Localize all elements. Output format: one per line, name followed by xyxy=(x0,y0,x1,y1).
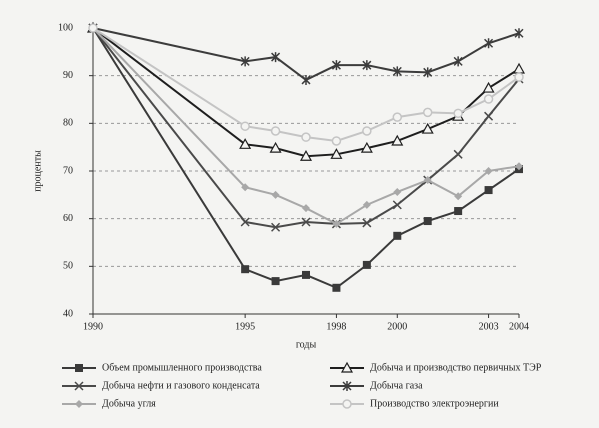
marker xyxy=(483,94,494,104)
marker xyxy=(302,204,310,213)
x-tick-label: 1990 xyxy=(83,321,103,332)
legend-label: Добыча газа xyxy=(370,380,423,391)
x-tick-label: 1998 xyxy=(326,321,346,332)
y-tick-label: 70 xyxy=(63,165,73,176)
series-line xyxy=(92,27,520,82)
legend-label: Добыча и производство первичных ТЭР xyxy=(370,362,542,373)
marker xyxy=(453,149,463,159)
marker xyxy=(301,217,311,227)
marker xyxy=(271,52,281,63)
marker xyxy=(271,190,280,199)
marker xyxy=(515,162,523,171)
marker xyxy=(332,283,341,292)
legend-label: Объем промышленного производства xyxy=(102,362,262,373)
marker xyxy=(271,222,281,232)
legend-label: Добыча нефти и газового конденсата xyxy=(102,380,260,391)
x-tick-label: 2004 xyxy=(509,321,529,332)
marker xyxy=(240,56,250,67)
marker xyxy=(75,400,83,408)
marker xyxy=(241,265,250,274)
x-tick-label: 2003 xyxy=(479,321,499,332)
marker xyxy=(241,183,250,192)
marker xyxy=(271,277,280,286)
marker xyxy=(301,132,311,142)
marker xyxy=(301,74,311,85)
marker xyxy=(453,56,463,67)
marker xyxy=(454,207,463,216)
y-axis-label: проценты xyxy=(32,150,43,192)
marker xyxy=(269,141,282,153)
y-tick-label: 40 xyxy=(63,308,73,319)
marker xyxy=(362,260,371,269)
marker xyxy=(362,200,371,209)
marker xyxy=(484,186,493,195)
marker xyxy=(422,107,433,118)
y-tick-label: 100 xyxy=(58,22,73,33)
y-tick-label: 80 xyxy=(63,118,73,129)
marker xyxy=(362,218,372,228)
marker xyxy=(88,23,98,33)
marker xyxy=(75,364,83,372)
marker xyxy=(514,72,524,82)
marker xyxy=(423,67,433,78)
y-tick-label: 90 xyxy=(63,70,73,81)
y-tick-label: 60 xyxy=(63,213,73,224)
marker xyxy=(74,381,84,391)
marker xyxy=(240,121,250,131)
marker xyxy=(421,122,434,134)
marker xyxy=(484,38,494,49)
marker xyxy=(484,167,493,175)
marker xyxy=(423,217,432,226)
marker xyxy=(362,60,372,71)
marker xyxy=(392,200,402,210)
marker xyxy=(454,192,463,201)
marker xyxy=(360,141,373,153)
marker xyxy=(393,187,402,196)
marker xyxy=(453,108,463,119)
x-tick-label: 2000 xyxy=(387,321,407,332)
marker xyxy=(302,270,310,279)
marker xyxy=(332,219,341,228)
marker xyxy=(270,126,281,136)
marker xyxy=(514,28,524,39)
marker xyxy=(342,381,352,391)
marker xyxy=(393,231,402,240)
marker xyxy=(482,81,495,93)
x-tick-label: 1995 xyxy=(235,321,255,332)
marker xyxy=(330,148,343,159)
marker xyxy=(512,62,526,74)
marker xyxy=(239,138,252,149)
marker xyxy=(392,66,402,77)
marker xyxy=(299,149,313,161)
marker xyxy=(362,126,372,136)
marker xyxy=(331,60,341,71)
marker xyxy=(331,136,342,146)
legend-label: Производство электроэнергии xyxy=(370,398,499,409)
marker xyxy=(392,112,403,122)
marker xyxy=(484,111,494,121)
y-tick-label: 50 xyxy=(63,261,73,272)
marker xyxy=(423,176,432,185)
legend-label: Добыча угля xyxy=(102,398,156,409)
marker xyxy=(340,361,354,373)
marker xyxy=(391,134,404,146)
x-axis-label: годы xyxy=(296,339,317,350)
marker xyxy=(342,399,352,409)
marker xyxy=(240,217,250,227)
